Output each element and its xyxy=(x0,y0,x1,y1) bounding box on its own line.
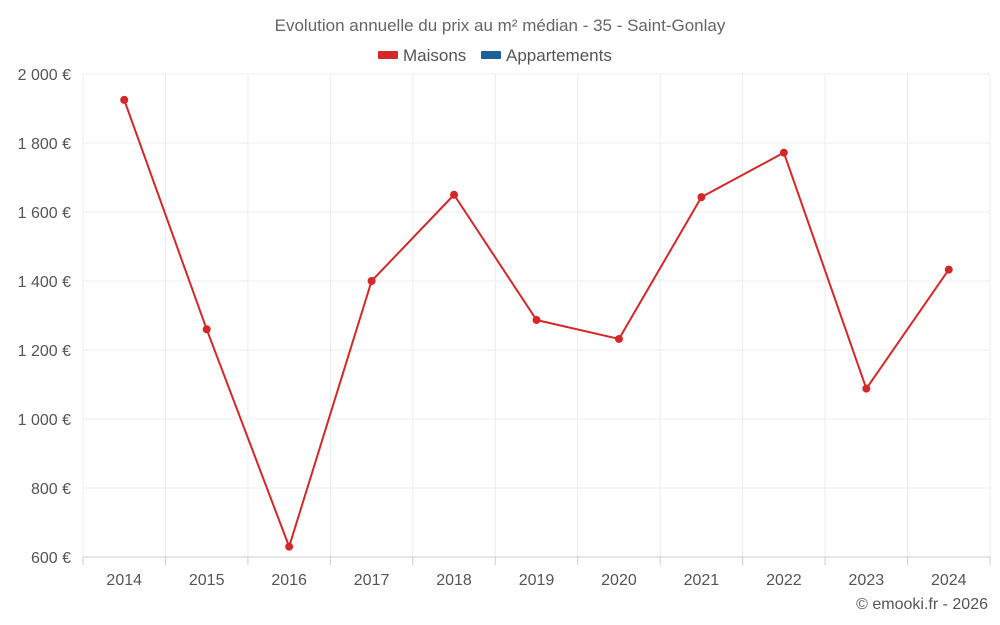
x-tick-label: 2024 xyxy=(931,572,967,589)
x-tick-label: 2023 xyxy=(849,572,885,589)
legend-item-maisons[interactable]: Maisons xyxy=(378,46,466,65)
y-axis: 600 € 800 € 1 000 € 1 200 € 1 400 € 1 600 € 1 … xyxy=(18,67,71,567)
credit: © emooki.fr - 2026 xyxy=(856,596,988,613)
y-tick-label: 1 000 € xyxy=(18,412,71,429)
y-tick-label: 1 600 € xyxy=(18,205,71,222)
x-tick-label: 2022 xyxy=(766,572,802,589)
x-tick-label: 2020 xyxy=(601,572,637,589)
chart-title: Evolution annuelle du prix au m² médian … xyxy=(275,16,726,35)
data-point[interactable] xyxy=(614,334,623,343)
x-tick-label: 2017 xyxy=(354,572,390,589)
y-tick-label: 1 400 € xyxy=(18,274,71,291)
data-point[interactable] xyxy=(944,265,953,274)
x-tick-label: 2019 xyxy=(519,572,555,589)
data-point[interactable] xyxy=(779,148,788,157)
x-tick-label: 2016 xyxy=(271,572,307,589)
legend-item-appartements[interactable]: Appartements xyxy=(481,46,612,65)
data-point[interactable] xyxy=(862,384,871,393)
x-tick-label: 2021 xyxy=(684,572,720,589)
x-axis: 2014 2015 2016 2017 2018 2019 2020 2021 2022 2023… xyxy=(82,556,991,589)
data-point[interactable] xyxy=(202,325,211,334)
grid xyxy=(82,73,991,557)
y-tick-label: 800 € xyxy=(31,481,71,498)
legend: Maisons Appartements xyxy=(378,46,612,65)
data-point[interactable] xyxy=(450,190,459,199)
legend-label-maisons: Maisons xyxy=(403,46,466,65)
x-tick-label: 2018 xyxy=(436,572,472,589)
data-point[interactable] xyxy=(285,542,294,551)
y-tick-label: 1 800 € xyxy=(18,136,71,153)
data-point[interactable] xyxy=(120,95,129,104)
y-tick-label: 600 € xyxy=(31,550,71,567)
x-tick-label: 2015 xyxy=(189,572,225,589)
data-point[interactable] xyxy=(367,277,376,285)
y-tick-label: 1 200 € xyxy=(18,343,71,360)
data-point[interactable] xyxy=(532,315,541,324)
data-point[interactable] xyxy=(697,193,706,202)
legend-swatch-appartements xyxy=(481,51,501,59)
legend-swatch-maisons xyxy=(378,51,398,59)
y-tick-label: 2 000 € xyxy=(18,67,71,84)
x-tick-label: 2014 xyxy=(106,572,142,589)
legend-label-appartements: Appartements xyxy=(506,46,612,65)
series-group xyxy=(120,95,953,551)
